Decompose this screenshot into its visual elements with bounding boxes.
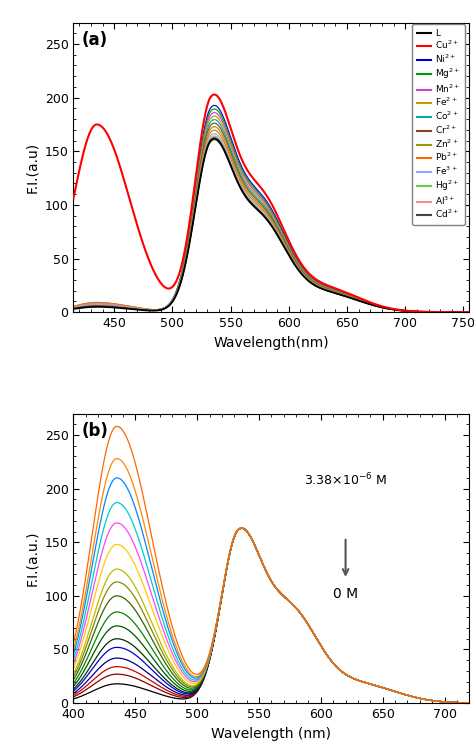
Text: (b): (b) — [82, 422, 108, 440]
Y-axis label: F.I.(a.u.): F.I.(a.u.) — [25, 531, 39, 586]
Text: 0 M: 0 M — [333, 587, 358, 602]
Text: (a): (a) — [82, 32, 108, 49]
Legend: L, Cu$^{2+}$, Ni$^{2+}$, Mg$^{2+}$, Mn$^{2+}$, Fe$^{2+}$, Co$^{2+}$, Cr$^{2+}$, : L, Cu$^{2+}$, Ni$^{2+}$, Mg$^{2+}$, Mn$^… — [412, 24, 465, 225]
X-axis label: Wavelength(nm): Wavelength(nm) — [214, 335, 329, 350]
Text: 3.38$\times$10$^{-6}$ M: 3.38$\times$10$^{-6}$ M — [304, 472, 387, 489]
Y-axis label: F.I.(a.u): F.I.(a.u) — [25, 142, 39, 193]
X-axis label: Wavelength (nm): Wavelength (nm) — [211, 726, 331, 741]
